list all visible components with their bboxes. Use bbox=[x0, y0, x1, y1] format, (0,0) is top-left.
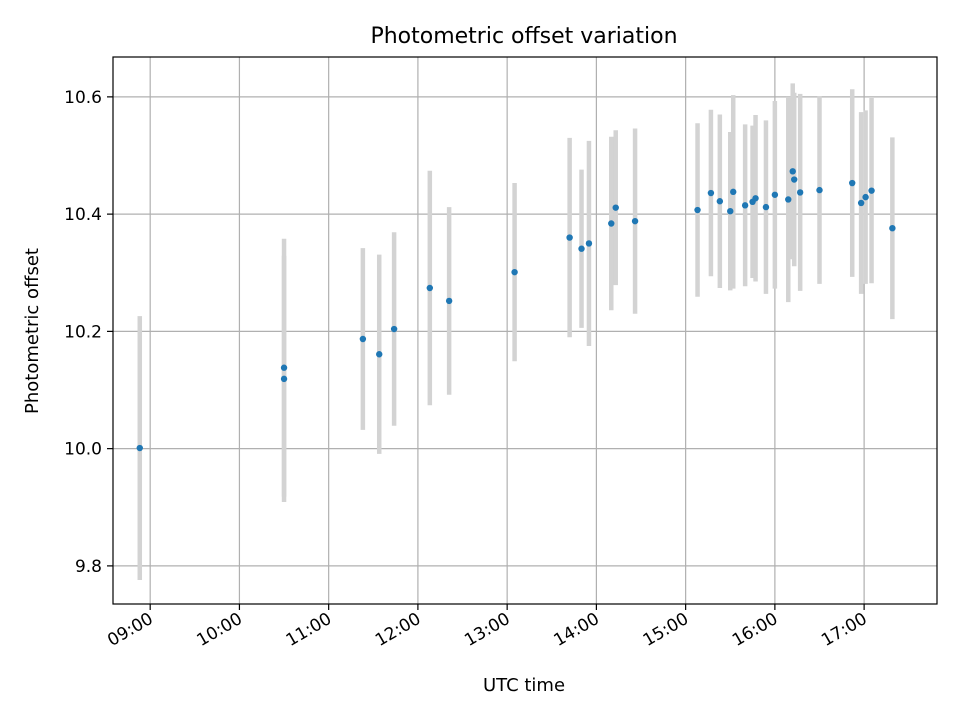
data-point bbox=[785, 196, 792, 203]
y-tick-label: 10.4 bbox=[64, 205, 102, 225]
data-point bbox=[727, 207, 734, 215]
data-point bbox=[694, 206, 701, 214]
x-tick-label: 13:00 bbox=[461, 609, 513, 651]
y-axis-label: Photometric offset bbox=[22, 248, 43, 414]
data-point bbox=[578, 245, 585, 252]
data-point bbox=[849, 179, 856, 187]
x-tick-label: 11:00 bbox=[283, 609, 335, 651]
data-point bbox=[280, 364, 288, 371]
data-point bbox=[631, 217, 639, 225]
data-point bbox=[359, 335, 367, 343]
data-point bbox=[789, 168, 796, 175]
data-point bbox=[730, 188, 737, 196]
x-tick-label: 15:00 bbox=[640, 609, 692, 651]
data-point bbox=[707, 189, 715, 197]
data-point bbox=[741, 202, 749, 209]
data-points bbox=[136, 168, 896, 452]
data-point bbox=[426, 284, 434, 292]
data-point bbox=[762, 203, 770, 211]
x-tick-label: 12:00 bbox=[372, 609, 424, 651]
data-point bbox=[716, 198, 724, 205]
plot-frame bbox=[112, 56, 938, 605]
gridlines bbox=[113, 57, 937, 604]
x-axis-label: UTC time bbox=[483, 675, 565, 696]
x-tick-label: 10:00 bbox=[193, 609, 245, 651]
x-tick-label: 14:00 bbox=[550, 609, 602, 651]
data-point bbox=[585, 240, 593, 247]
data-point bbox=[280, 375, 288, 383]
data-point bbox=[566, 234, 573, 241]
data-point bbox=[771, 191, 779, 198]
data-point bbox=[612, 204, 619, 211]
data-point bbox=[862, 193, 869, 201]
x-tick-label: 17:00 bbox=[818, 609, 870, 651]
x-tick-label: 09:00 bbox=[104, 609, 156, 651]
y-axis-ticks: 9.8 10.0 10.2 10.4 10.6 bbox=[64, 88, 113, 577]
data-point bbox=[445, 297, 453, 305]
data-point bbox=[136, 444, 143, 452]
data-point bbox=[390, 325, 398, 333]
data-point bbox=[752, 195, 759, 202]
y-tick-label: 10.2 bbox=[64, 322, 102, 342]
data-point bbox=[816, 186, 823, 194]
data-point bbox=[868, 187, 875, 194]
data-point bbox=[796, 189, 804, 196]
data-point bbox=[889, 224, 896, 232]
x-tick-label: 16:00 bbox=[729, 609, 781, 651]
data-point bbox=[376, 351, 383, 358]
chart-title: Photometric offset variation bbox=[370, 24, 677, 49]
y-tick-label: 10.6 bbox=[64, 88, 102, 108]
data-point bbox=[511, 268, 518, 276]
x-axis-ticks: 09:00 10:00 11:00 12:00 13:00 14:00 15:00 16:00… bbox=[104, 604, 871, 651]
y-tick-label: 9.8 bbox=[75, 557, 102, 577]
y-tick-label: 10.0 bbox=[64, 440, 102, 460]
data-point bbox=[608, 220, 615, 227]
data-point bbox=[791, 176, 798, 183]
data-point bbox=[857, 199, 865, 207]
